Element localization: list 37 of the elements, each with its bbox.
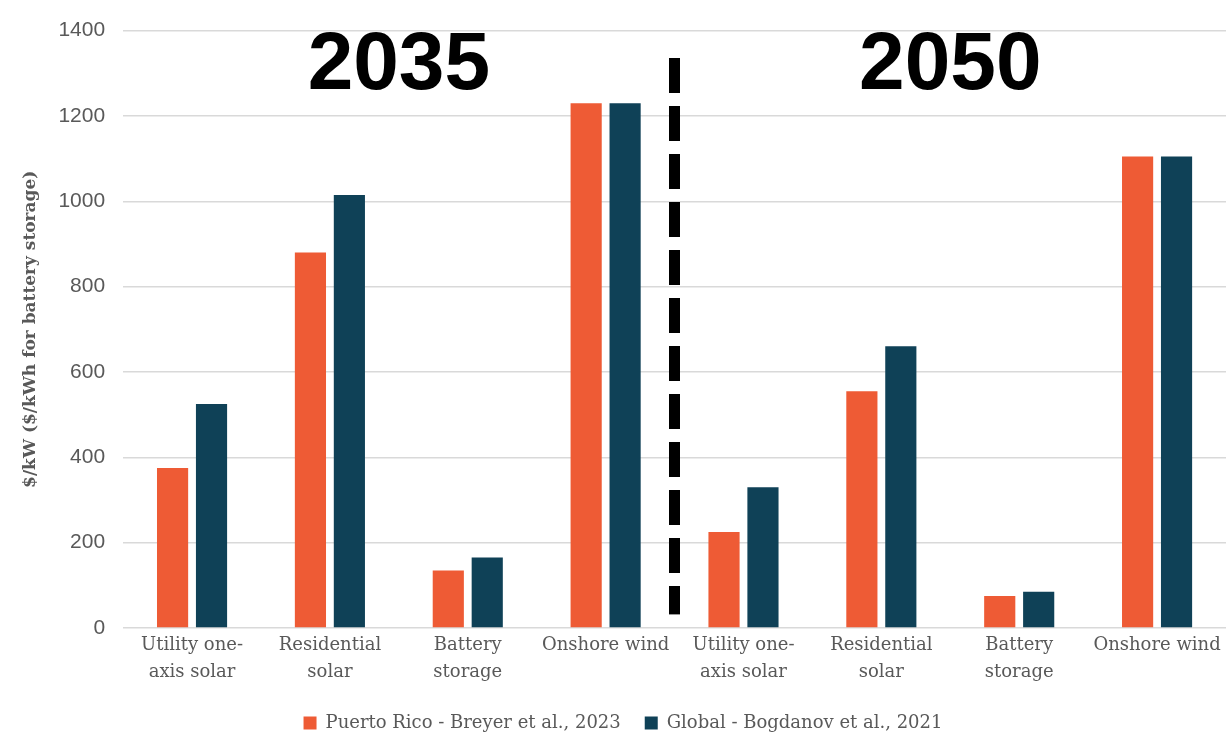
bar <box>885 346 917 628</box>
y-axis-title: $/kW ($/kWh for battery storage) <box>18 170 39 488</box>
annotation: 2035 <box>307 15 491 107</box>
x-tick-label: Residential solar <box>278 633 382 682</box>
x-tick-label: Utility one-axis solar <box>692 633 795 682</box>
y-tick-label: 1200 <box>58 102 106 126</box>
y-tick-label: 1400 <box>58 17 106 41</box>
x-tick-label: Residential solar <box>830 633 933 682</box>
bar <box>294 252 327 628</box>
bar <box>984 596 1016 628</box>
bar <box>747 487 779 628</box>
y-tick-label: 200 <box>70 529 106 553</box>
bar <box>708 531 740 628</box>
x-tick-label: Battery storage <box>984 633 1054 682</box>
bar <box>195 403 228 628</box>
bar <box>333 194 365 628</box>
bar <box>432 570 464 628</box>
x-tick-label: Utility one-axis solar <box>141 633 244 682</box>
y-tick-label: 800 <box>70 273 106 297</box>
bar <box>471 557 503 628</box>
bar <box>1160 156 1193 628</box>
legend-label: Global - Bogdanov et al., 2021 <box>666 710 943 732</box>
bar <box>570 103 602 628</box>
bar <box>846 391 878 628</box>
bar <box>157 467 189 628</box>
bar <box>1122 156 1154 628</box>
y-tick-label: 400 <box>70 444 106 468</box>
bar <box>609 103 641 628</box>
x-tick-label: Onshore wind <box>541 633 670 655</box>
x-tick-label: Onshore wind <box>1093 633 1221 655</box>
x-tick-label: Battery storage <box>433 633 503 682</box>
annotation: 2050 <box>859 15 1042 107</box>
bar <box>1023 591 1055 628</box>
y-tick-label: 1000 <box>58 188 106 212</box>
y-tick-label: 600 <box>70 358 106 382</box>
y-tick-label: 0 <box>93 614 106 638</box>
legend-label: Puerto Rico - Breyer et al., 2023 <box>325 710 621 732</box>
